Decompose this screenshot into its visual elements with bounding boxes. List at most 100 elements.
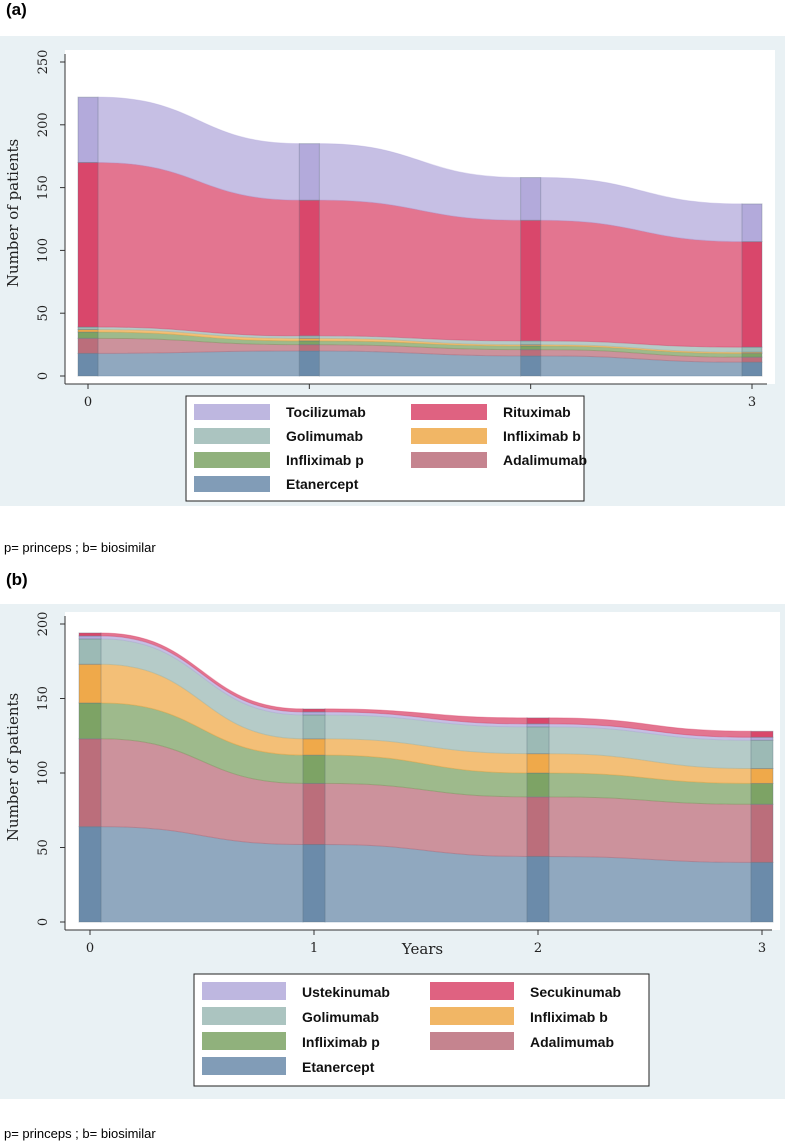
legend-swatch-infliximab-b xyxy=(430,1007,514,1025)
bar-adalimumab-0 xyxy=(77,337,99,354)
bar-infliximab-p-3 xyxy=(741,352,763,358)
bar-etanercept-0 xyxy=(77,352,99,377)
bar-tocilizumab-0 xyxy=(77,96,99,163)
x-tick-label: 2 xyxy=(534,941,542,956)
y-tick-label: 200 xyxy=(36,112,51,137)
legend-label-tocilizumab: Tocilizumab xyxy=(286,404,366,420)
legend-label-golimumab: Golimumab xyxy=(302,1009,379,1025)
legend-swatch-ustekinumab xyxy=(202,982,286,1000)
legend-swatch-etanercept xyxy=(194,476,270,492)
y-tick-label: 100 xyxy=(36,238,51,263)
legend-swatch-secukinumab xyxy=(430,982,514,1000)
bar-infliximab-p-0 xyxy=(78,702,102,740)
bar-golimumab-1 xyxy=(298,335,320,339)
bar-infliximab-b-2 xyxy=(526,753,550,774)
flow-etanercept-2 xyxy=(548,855,752,923)
bar-infliximab-p-1 xyxy=(298,340,320,346)
bar-secukinumab-1 xyxy=(302,708,326,713)
y-tick-label: 50 xyxy=(36,839,51,856)
footnote-a: p= princeps ; b= biosimilar xyxy=(4,540,156,555)
bar-golimumab-2 xyxy=(526,726,550,755)
legend-label-infliximab-b: Infliximab b xyxy=(503,428,581,444)
x-tick-label: 0 xyxy=(84,395,92,410)
x-tick-label: 3 xyxy=(758,941,766,956)
legend-label-secukinumab: Secukinumab xyxy=(530,984,621,1000)
bar-secukinumab-3 xyxy=(750,730,774,738)
bar-infliximab-b-3 xyxy=(750,768,774,784)
bar-adalimumab-1 xyxy=(302,782,326,846)
flow-rituximab-1 xyxy=(318,199,522,342)
x-tick-label: 3 xyxy=(748,395,756,410)
x-axis-title: Years xyxy=(401,940,443,958)
legend-label-etanercept: Etanercept xyxy=(286,476,359,492)
bar-etanercept-2 xyxy=(520,355,542,377)
y-axis-title: Number of patients xyxy=(4,693,22,841)
legend-label-adalimumab: Adalimumab xyxy=(503,452,587,468)
bar-infliximab-b-0 xyxy=(77,329,99,333)
y-tick-label: 0 xyxy=(36,918,51,926)
bar-infliximab-b-1 xyxy=(302,738,326,756)
legend-swatch-golimumab xyxy=(202,1007,286,1025)
y-axis-title: Number of patients xyxy=(4,139,22,287)
y-tick-label: 200 xyxy=(36,612,51,637)
bar-infliximab-p-3 xyxy=(750,782,774,805)
y-tick-label: 250 xyxy=(36,50,51,75)
flow-tocilizumab-0 xyxy=(97,96,300,201)
bar-infliximab-p-2 xyxy=(520,345,542,351)
legend-swatch-golimumab xyxy=(194,428,270,444)
bar-etanercept-1 xyxy=(302,844,326,923)
bar-secukinumab-0 xyxy=(78,632,102,637)
bar-secukinumab-2 xyxy=(526,717,550,725)
legend-label-infliximab-b: Infliximab b xyxy=(530,1009,608,1025)
bar-adalimumab-1 xyxy=(298,344,320,352)
chart-a: 0501001502002500123YearsNumber of patien… xyxy=(4,50,775,502)
legend-swatch-rituximab xyxy=(411,404,487,420)
bar-golimumab-3 xyxy=(750,739,774,770)
bar-rituximab-3 xyxy=(741,241,763,348)
bar-etanercept-0 xyxy=(78,826,102,923)
bar-infliximab-p-2 xyxy=(526,772,550,798)
legend-swatch-infliximab-p xyxy=(202,1032,286,1050)
bar-tocilizumab-2 xyxy=(520,177,542,221)
legend-swatch-adalimumab xyxy=(430,1032,514,1050)
flow-etanercept-0 xyxy=(97,350,300,377)
flow-adalimumab-2 xyxy=(548,796,752,863)
chart-b: 0 50 100 150 200 0 1 2 3 Years Number of patients U… xyxy=(4,612,780,1087)
panel-a-label: (a) xyxy=(6,0,27,19)
bar-golimumab-2 xyxy=(520,340,542,346)
legend-label-etanercept: Etanercept xyxy=(302,1059,375,1075)
legend-label-adalimumab: Adalimumab xyxy=(530,1034,614,1050)
bar-golimumab-0 xyxy=(78,638,102,665)
legend-label-golimumab: Golimumab xyxy=(286,428,363,444)
bar-rituximab-0 xyxy=(77,161,99,328)
bar-rituximab-2 xyxy=(520,219,542,342)
y-tick-label: 100 xyxy=(36,761,51,786)
flow-rituximab-0 xyxy=(97,161,300,337)
y-tick-label: 150 xyxy=(36,175,51,200)
y-tick-label: 50 xyxy=(36,305,51,322)
x-tick-label: 0 xyxy=(86,941,94,956)
legend-label-infliximab-p: Infliximab p xyxy=(302,1034,380,1050)
legend-label-infliximab-p: Infliximab p xyxy=(286,452,364,468)
bar-rituximab-1 xyxy=(298,199,320,337)
bar-golimumab-1 xyxy=(302,714,326,740)
bar-etanercept-1 xyxy=(298,350,320,377)
bar-adalimumab-3 xyxy=(741,356,763,363)
legend-swatch-tocilizumab xyxy=(194,404,270,420)
bar-adalimumab-3 xyxy=(750,803,774,863)
legend-swatch-infliximab-p xyxy=(194,452,270,468)
bar-infliximab-p-1 xyxy=(302,754,326,784)
bar-tocilizumab-3 xyxy=(741,203,763,243)
x-tick-label: 1 xyxy=(310,941,318,956)
bar-etanercept-2 xyxy=(526,855,550,923)
bar-etanercept-3 xyxy=(750,861,774,923)
legend-label-ustekinumab: Ustekinumab xyxy=(302,984,390,1000)
legend-swatch-etanercept xyxy=(202,1057,286,1075)
bar-golimumab-3 xyxy=(741,346,763,353)
bar-adalimumab-0 xyxy=(78,738,102,828)
bar-adalimumab-2 xyxy=(520,349,542,357)
legend-swatch-adalimumab xyxy=(411,452,487,468)
y-tick-label: 0 xyxy=(36,372,51,380)
bar-etanercept-3 xyxy=(741,361,763,377)
legend-label-rituximab: Rituximab xyxy=(503,404,571,420)
